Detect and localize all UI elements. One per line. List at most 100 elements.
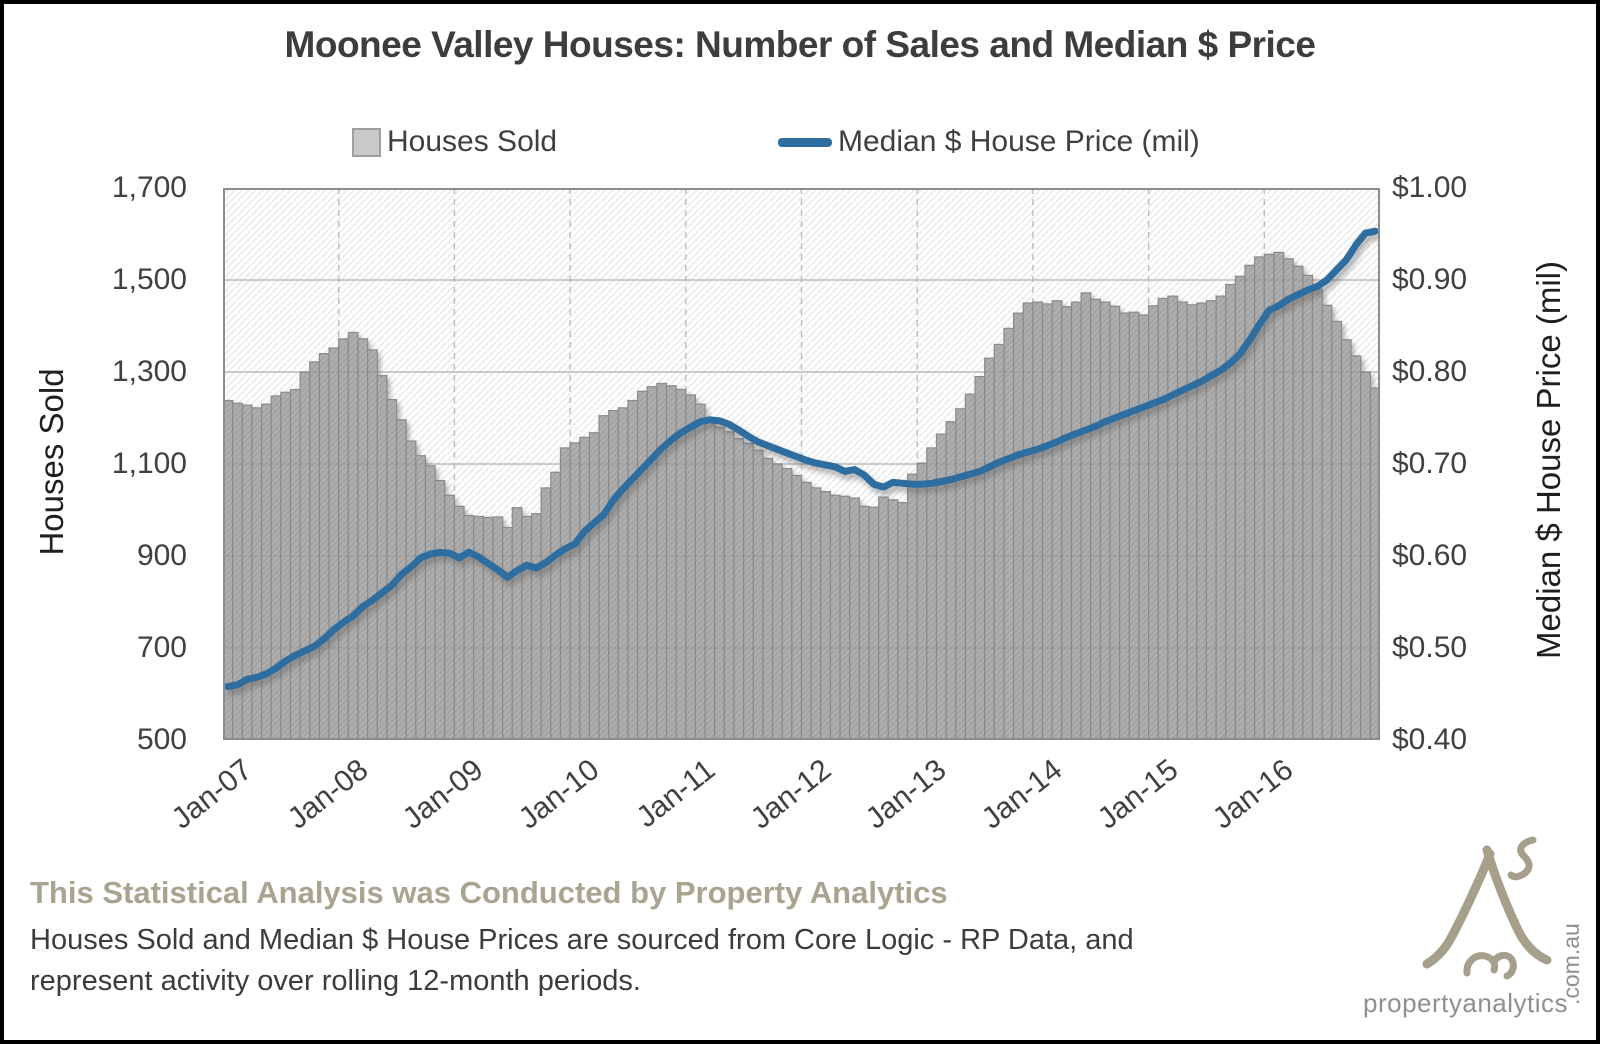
bar xyxy=(1215,295,1227,741)
line-swatch-icon xyxy=(778,137,832,147)
bar xyxy=(309,361,321,741)
bar xyxy=(318,353,330,741)
right-axis-tick: $0.80 xyxy=(1392,355,1468,388)
bar xyxy=(1282,258,1294,741)
gridline-overlay xyxy=(223,279,1380,649)
left-axis-tick: 1,100 xyxy=(111,447,187,480)
bar xyxy=(270,395,282,741)
plot-area xyxy=(222,188,1381,741)
x-axis-tick: Jan-09 xyxy=(397,753,490,836)
bar xyxy=(232,402,243,741)
bar xyxy=(434,479,446,741)
right-axis-title: Median $ House Price (mil) xyxy=(1530,261,1567,659)
bar xyxy=(473,515,484,741)
bar xyxy=(521,515,533,741)
right-axis-tick: $0.90 xyxy=(1392,263,1468,296)
logo-domain-suffix: .com.au xyxy=(1558,923,1584,1005)
bar xyxy=(800,481,812,741)
right-axis-tick: $0.50 xyxy=(1392,631,1468,664)
footer-note-line2: represent activity over rolling 12-month… xyxy=(30,965,641,997)
bar xyxy=(386,399,398,741)
bar xyxy=(810,487,822,741)
right-axis-tick: $0.40 xyxy=(1392,723,1468,756)
bar xyxy=(280,391,292,741)
chart-title: Moonee Valley Houses: Number of Sales an… xyxy=(284,24,1316,65)
bar xyxy=(1013,312,1024,741)
logo-wordmark: propertyanalytics xyxy=(1363,988,1568,1018)
bar xyxy=(1292,265,1304,741)
bar xyxy=(974,376,986,741)
bar xyxy=(1176,301,1188,741)
footer-heading: This Statistical Analysis was Conducted … xyxy=(30,875,948,910)
bar xyxy=(1302,274,1314,741)
bar xyxy=(1022,302,1034,741)
legend-label: Houses Sold xyxy=(387,125,558,158)
bar xyxy=(964,393,976,741)
bar xyxy=(858,505,870,741)
bar xyxy=(646,386,658,741)
x-axis-tick: Jan-16 xyxy=(1207,753,1300,836)
bar xyxy=(878,496,889,741)
footer-note-line1: Houses Sold and Median $ House Prices ar… xyxy=(30,924,1134,956)
bar xyxy=(1157,297,1169,741)
bar xyxy=(1138,314,1150,741)
bar xyxy=(579,436,590,741)
bar xyxy=(588,432,600,741)
bar xyxy=(636,390,648,741)
right-axis-tick: $0.70 xyxy=(1392,447,1468,480)
chart-plot xyxy=(222,188,1381,741)
bar xyxy=(1321,304,1333,741)
bar xyxy=(714,426,725,741)
bar xyxy=(723,431,735,741)
bar xyxy=(906,473,918,741)
bar xyxy=(367,349,378,741)
left-axis-tick: 1,700 xyxy=(111,171,187,204)
left-axis-tick: 900 xyxy=(136,539,187,572)
bar xyxy=(781,468,793,741)
bar xyxy=(347,331,359,741)
bar xyxy=(955,408,967,741)
bar xyxy=(1273,251,1285,741)
left-axis-tick: 700 xyxy=(136,631,187,664)
bar xyxy=(743,442,754,741)
bar xyxy=(1331,320,1343,741)
bar xyxy=(1350,355,1362,741)
bar xyxy=(1225,283,1236,741)
bar xyxy=(1340,339,1352,741)
bar xyxy=(415,455,427,741)
bar xyxy=(1109,305,1121,741)
bar xyxy=(1003,327,1015,741)
bar xyxy=(241,404,253,741)
right-axis-tick: $1.00 xyxy=(1392,171,1468,204)
bar xyxy=(1167,295,1179,741)
bar xyxy=(1099,301,1111,741)
logo-a-right-leg xyxy=(1482,845,1552,965)
bar xyxy=(1041,303,1053,741)
bar-swatch-icon xyxy=(352,127,381,157)
bar xyxy=(338,338,349,741)
x-axis-tick: Jan-11 xyxy=(630,753,722,835)
bar xyxy=(1051,300,1063,741)
bar xyxy=(771,463,783,741)
bar xyxy=(251,407,263,741)
bar xyxy=(1186,304,1198,741)
bar xyxy=(1032,301,1044,741)
bar xyxy=(656,382,668,741)
x-axis-tick: Jan-12 xyxy=(744,753,837,836)
property-analytics-logo: propertyanalytics .com.au xyxy=(1363,836,1584,1018)
logo-a-left-leg xyxy=(1422,849,1495,969)
bar xyxy=(1311,288,1323,741)
legend-item-houses-sold: Houses Sold xyxy=(352,122,557,162)
bar xyxy=(530,513,542,741)
x-axis-tick: Jan-13 xyxy=(859,753,953,836)
bar xyxy=(376,375,388,741)
bar xyxy=(839,495,851,741)
bar xyxy=(868,506,880,741)
bar xyxy=(685,394,697,741)
bar xyxy=(627,399,639,741)
legend-label: Median $ House Price (mil) xyxy=(838,125,1200,158)
footer-note: Houses Sold and Median $ House Prices ar… xyxy=(30,920,1134,1002)
bar xyxy=(559,447,571,741)
bar xyxy=(1080,292,1092,741)
